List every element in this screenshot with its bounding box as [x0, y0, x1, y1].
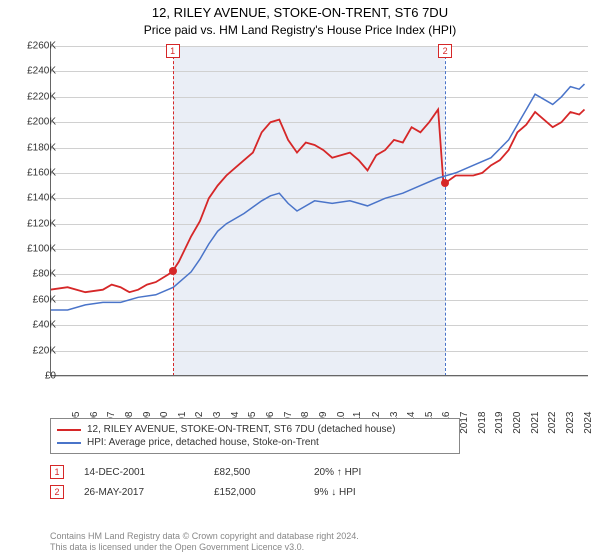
attribution-line-1: Contains HM Land Registry data © Crown c… — [50, 531, 359, 543]
sale-marker-2-icon: 2 — [50, 485, 64, 499]
y-tick-label: £60K — [12, 294, 56, 305]
y-tick-label: £0 — [12, 371, 56, 382]
sale-marker-1-icon: 1 — [50, 465, 64, 479]
x-tick-label: 2017 — [459, 412, 470, 434]
y-tick-label: £160K — [12, 167, 56, 178]
y-tick-label: £240K — [12, 66, 56, 77]
y-tick-label: £260K — [12, 41, 56, 52]
sale-1-date: 14-DEC-2001 — [84, 467, 194, 478]
line-series-svg — [50, 46, 588, 376]
sale-point-2 — [441, 179, 449, 187]
x-axis-line — [50, 375, 588, 376]
attribution: Contains HM Land Registry data © Crown c… — [50, 531, 359, 554]
y-tick-label: £120K — [12, 218, 56, 229]
series-blue — [50, 84, 585, 310]
title-line-2: Price paid vs. HM Land Registry's House … — [0, 22, 600, 39]
sale-2-hpi: 9% ↓ HPI — [314, 487, 394, 498]
sales-row-1: 1 14-DEC-2001 £82,500 20% ↑ HPI — [50, 462, 394, 482]
legend-swatch-red — [57, 429, 81, 431]
y-tick-label: £140K — [12, 193, 56, 204]
legend-swatch-blue — [57, 442, 81, 444]
x-tick-label: 2023 — [565, 412, 576, 434]
sale-1-hpi: 20% ↑ HPI — [314, 467, 394, 478]
chart-title: 12, RILEY AVENUE, STOKE-ON-TRENT, ST6 7D… — [0, 0, 600, 39]
sales-table: 1 14-DEC-2001 £82,500 20% ↑ HPI 2 26-MAY… — [50, 462, 394, 502]
attribution-line-2: This data is licensed under the Open Gov… — [50, 542, 359, 554]
sale-dash-1 — [173, 46, 174, 376]
sale-2-price: £152,000 — [214, 487, 294, 498]
y-tick-label: £180K — [12, 142, 56, 153]
sale-marker-box-2: 2 — [438, 44, 452, 58]
sale-point-1 — [169, 267, 177, 275]
x-tick-label: 2022 — [547, 412, 558, 434]
sale-marker-box-1: 1 — [166, 44, 180, 58]
x-tick-label: 2020 — [512, 412, 523, 434]
x-tick-label: 2021 — [529, 412, 540, 434]
y-tick-label: £20K — [12, 345, 56, 356]
x-tick-label: 2024 — [582, 412, 593, 434]
legend-label-red: 12, RILEY AVENUE, STOKE-ON-TRENT, ST6 7D… — [87, 424, 395, 435]
sales-row-2: 2 26-MAY-2017 £152,000 9% ↓ HPI — [50, 482, 394, 502]
sale-dash-2 — [445, 46, 446, 376]
legend-item-blue: HPI: Average price, detached house, Stok… — [57, 436, 453, 449]
y-tick-label: £100K — [12, 244, 56, 255]
chart-plot-area: 12 — [50, 46, 588, 376]
y-tick-label: £220K — [12, 91, 56, 102]
y-tick-label: £200K — [12, 117, 56, 128]
sale-2-date: 26-MAY-2017 — [84, 487, 194, 498]
legend-label-blue: HPI: Average price, detached house, Stok… — [87, 437, 319, 448]
title-line-1: 12, RILEY AVENUE, STOKE-ON-TRENT, ST6 7D… — [0, 4, 600, 22]
legend: 12, RILEY AVENUE, STOKE-ON-TRENT, ST6 7D… — [50, 418, 460, 454]
x-tick-label: 2019 — [494, 412, 505, 434]
sale-1-price: £82,500 — [214, 467, 294, 478]
y-tick-label: £80K — [12, 269, 56, 280]
y-tick-label: £40K — [12, 320, 56, 331]
legend-item-red: 12, RILEY AVENUE, STOKE-ON-TRENT, ST6 7D… — [57, 423, 453, 436]
x-tick-label: 2018 — [476, 412, 487, 434]
